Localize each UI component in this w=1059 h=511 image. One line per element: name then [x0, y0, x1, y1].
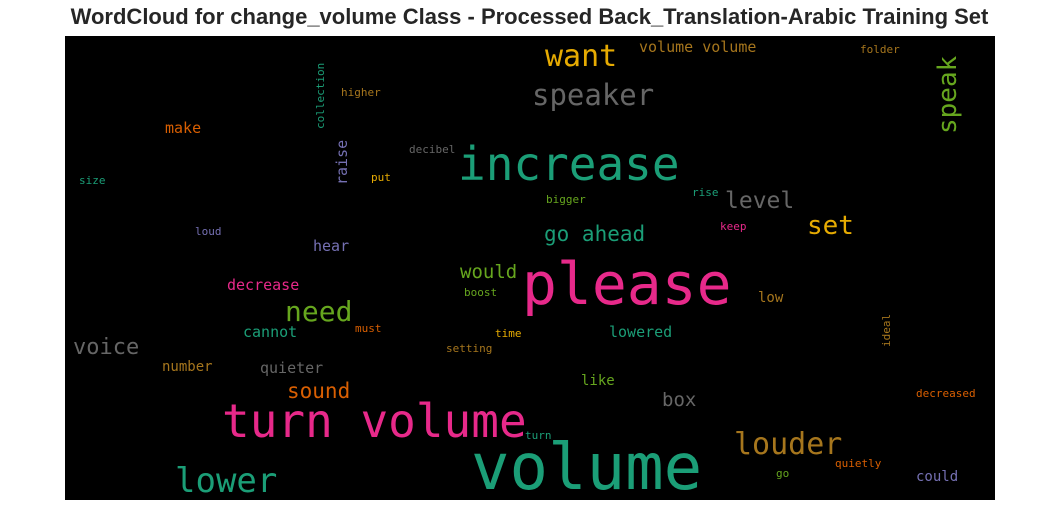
- word-increase: increase: [458, 137, 680, 191]
- word-go: go: [776, 467, 790, 480]
- word-would: would: [460, 261, 518, 283]
- word-quietly: quietly: [835, 457, 882, 470]
- word-box: box: [662, 389, 697, 411]
- word-set: set: [807, 211, 854, 241]
- word-need: need: [285, 295, 353, 328]
- word-go-ahead: go ahead: [544, 222, 646, 246]
- word-loud: loud: [195, 225, 222, 238]
- word-volume-volume: volume volume: [639, 38, 757, 56]
- word-quieter: quieter: [260, 359, 324, 377]
- word-decreased: decreased: [916, 387, 976, 400]
- word-like: like: [581, 373, 615, 389]
- word-put: put: [371, 171, 391, 184]
- word-cannot: cannot: [243, 323, 298, 341]
- word-turn: turn: [525, 429, 552, 442]
- word-cloud: volume please turn volume increase lower…: [65, 36, 995, 500]
- word-turn-volume: turn volume: [222, 394, 527, 448]
- word-lower: lower: [175, 461, 278, 500]
- word-speak: speak: [933, 55, 963, 134]
- word-level: level: [725, 188, 795, 214]
- word-want: want: [545, 39, 618, 74]
- word-number: number: [162, 359, 213, 375]
- word-speaker: speaker: [532, 78, 655, 112]
- word-higher: higher: [341, 86, 381, 99]
- word-size: size: [79, 174, 106, 187]
- word-make: make: [165, 119, 202, 137]
- word-volume: volume: [471, 431, 703, 500]
- word-sound: sound: [287, 379, 351, 403]
- word-please: please: [522, 250, 732, 318]
- word-decibel: decibel: [409, 143, 456, 156]
- word-voice: voice: [73, 335, 140, 360]
- word-hear: hear: [313, 237, 350, 255]
- word-collection: collection: [314, 62, 327, 129]
- word-ideal: ideal: [880, 313, 893, 347]
- word-boost: boost: [464, 286, 498, 299]
- word-louder: louder: [734, 427, 843, 462]
- word-folder: folder: [860, 43, 900, 56]
- word-raise: raise: [333, 139, 351, 185]
- word-low: low: [758, 290, 784, 306]
- chart-title: WordCloud for change_volume Class - Proc…: [70, 4, 989, 29]
- word-setting: setting: [446, 342, 493, 355]
- word-must: must: [355, 322, 382, 335]
- word-decrease: decrease: [227, 276, 300, 294]
- word-lowered: lowered: [609, 323, 673, 341]
- word-time: time: [495, 327, 522, 340]
- word-bigger: bigger: [546, 193, 586, 206]
- word-rise: rise: [692, 186, 719, 199]
- word-could: could: [916, 469, 959, 485]
- word-keep: keep: [720, 220, 747, 233]
